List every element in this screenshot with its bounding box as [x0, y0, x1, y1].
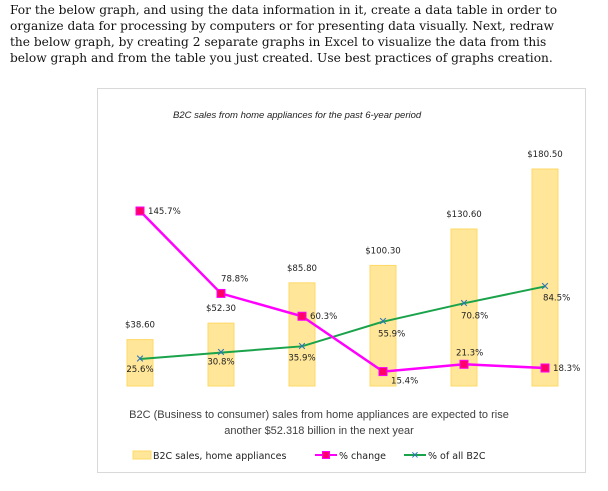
bar-label-4: $100.30 [365, 246, 401, 256]
bar-label-6: $180.50 [527, 150, 563, 160]
series-share-line [139, 285, 546, 361]
chart: B2C sales from home appliances for the p… [125, 110, 580, 462]
change-label-3: 60.3% [310, 312, 337, 322]
legend-label-sales: B2C sales, home appliances [153, 451, 286, 462]
share-marker-3: ✕ [297, 340, 306, 353]
share-marker-4: ✕ [378, 315, 387, 328]
bar-label-5: $130.60 [446, 210, 482, 220]
change-label-5: 21.3% [456, 348, 483, 358]
share-label-3: 35.9% [288, 353, 315, 363]
share-marker-2: ✕ [216, 346, 225, 359]
share-marker-6: ✕ [540, 280, 549, 293]
change-marker-1 [135, 206, 145, 216]
change-marker-5 [459, 359, 469, 369]
share-label-4: 55.9% [378, 330, 405, 340]
legend: B2C sales, home appliances % change ✕ % … [132, 450, 486, 462]
annotation-line-1: B2C (Business to consumer) sales from ho… [129, 409, 509, 421]
instructions-text: For the below graph, and using the data … [10, 3, 558, 65]
bar-sales-6 [531, 168, 559, 387]
bar-label-3: $85.80 [287, 264, 317, 274]
change-marker-6 [540, 363, 550, 373]
chart-title: B2C sales from home appliances for the p… [173, 110, 422, 121]
bar-label-1: $38.60 [125, 321, 155, 331]
change-marker-4 [378, 367, 388, 377]
share-label-6: 84.5% [543, 293, 570, 303]
share-marker-1: ✕ [135, 353, 144, 366]
bar-sales-3 [288, 282, 316, 387]
series-change-line [139, 210, 546, 373]
share-label-2: 30.8% [207, 358, 234, 368]
bar-sales-4 [369, 264, 397, 387]
change-marker-3 [297, 311, 307, 321]
share-label-1: 25.6% [126, 365, 153, 375]
share-label-5: 70.8% [461, 311, 488, 321]
legend-label-change: % change [339, 451, 386, 462]
bar-sales-2 [207, 322, 235, 387]
change-marker-2 [216, 288, 226, 298]
bar-sales-1 [126, 339, 154, 387]
share-marker-5: ✕ [459, 297, 468, 310]
change-label-2: 78.8% [221, 274, 248, 284]
legend-swatch-sales [132, 450, 152, 460]
change-label-6: 18.3% [553, 364, 580, 374]
legend-marker-change [322, 451, 330, 459]
bar-label-2: $52.30 [206, 304, 236, 314]
change-label-1: 145.7% [148, 207, 181, 217]
change-label-4: 15.4% [391, 377, 418, 387]
legend-label-share: % of all B2C [428, 451, 486, 462]
chart-frame: B2C sales from home appliances for the p… [97, 88, 586, 473]
annotation-line-2: another $52.318 billion in the next year [224, 425, 414, 437]
legend-marker-share: ✕ [411, 451, 419, 462]
